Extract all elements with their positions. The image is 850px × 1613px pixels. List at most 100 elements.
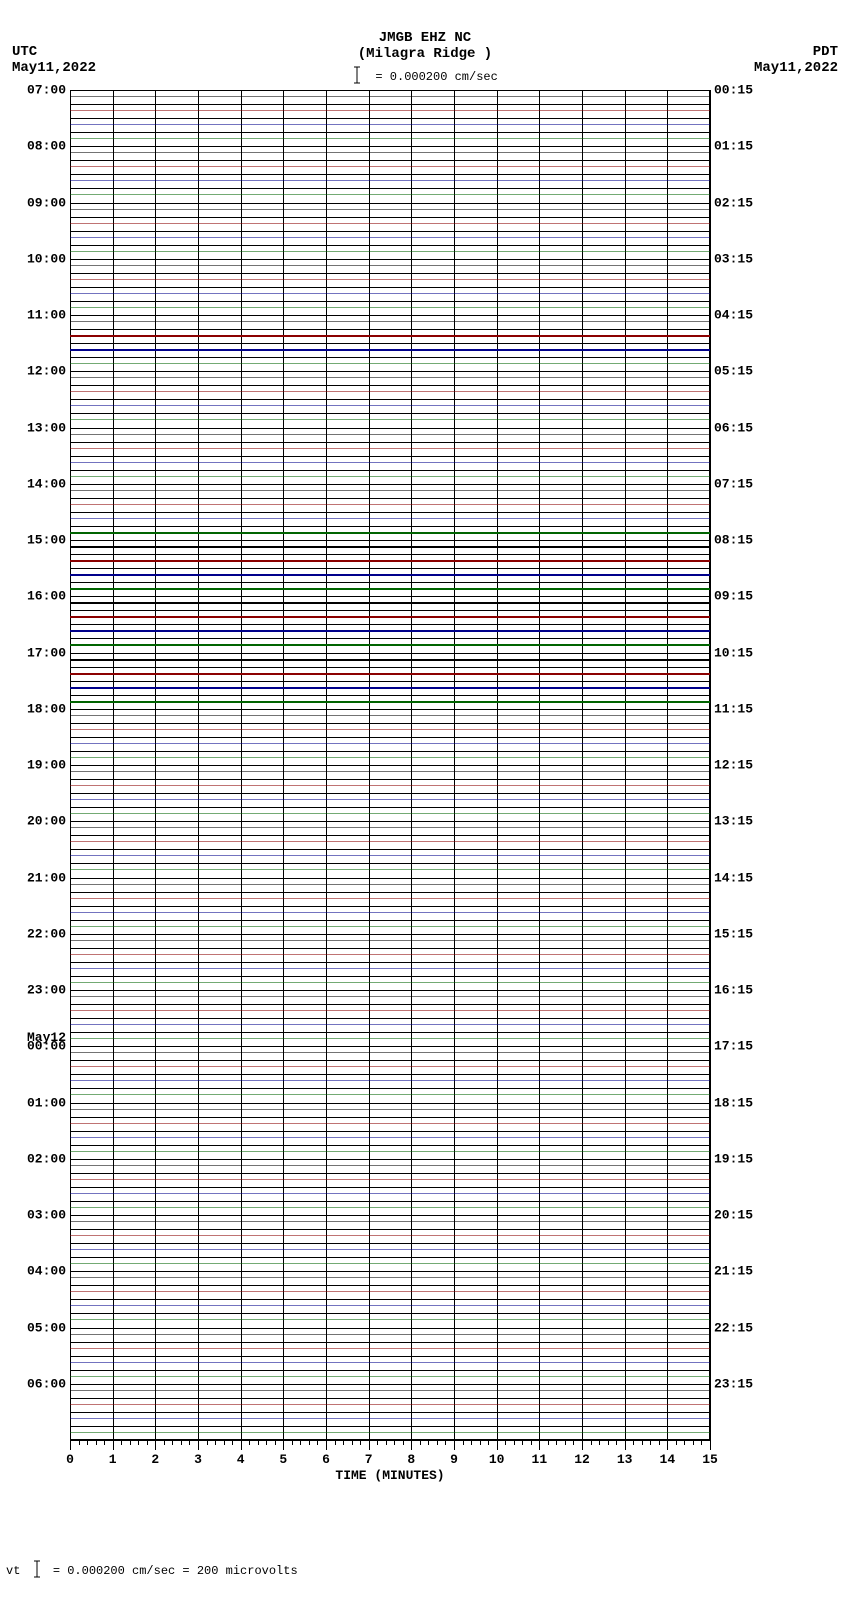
gridline-h	[70, 1229, 710, 1230]
gridline-h	[70, 568, 710, 569]
gridline-h	[70, 203, 710, 204]
utc-time-label: 12:00	[6, 364, 66, 379]
gridline-h	[70, 160, 710, 161]
utc-time-label: 00:00	[6, 1039, 66, 1054]
tick-minor	[258, 1440, 259, 1445]
gridline-h	[70, 1201, 710, 1202]
tick-minor	[352, 1440, 353, 1445]
seismic-trace	[70, 898, 710, 899]
gridline-h	[70, 695, 710, 696]
tick-minor	[428, 1440, 429, 1445]
gridline-h	[70, 582, 710, 583]
pdt-time-label: 21:15	[714, 1264, 774, 1279]
utc-time-label: 18:00	[6, 701, 66, 716]
tick-major	[241, 1440, 242, 1450]
gridline-h	[70, 638, 710, 639]
tick-major	[497, 1440, 498, 1450]
seismic-trace	[70, 251, 710, 252]
seismic-trace	[70, 1235, 710, 1236]
gridline-h	[70, 1173, 710, 1174]
gridline-h	[70, 1243, 710, 1244]
seismic-trace	[70, 1123, 710, 1124]
pdt-time-label: 00:15	[714, 83, 774, 98]
tick-minor	[292, 1440, 293, 1445]
x-tick-label: 3	[194, 1452, 202, 1467]
tick-minor	[335, 1440, 336, 1445]
seismic-trace	[70, 1390, 710, 1391]
gridline-h	[70, 118, 710, 119]
gridline-h	[70, 413, 710, 414]
tick-minor	[207, 1440, 208, 1445]
seismic-trace	[70, 1334, 710, 1335]
utc-time-label: 06:00	[6, 1376, 66, 1391]
tick-minor	[130, 1440, 131, 1445]
gridline-h	[70, 934, 710, 935]
gridline-h	[70, 301, 710, 302]
pdt-time-label: 12:15	[714, 758, 774, 773]
utc-time-label: 19:00	[6, 758, 66, 773]
seismic-trace	[70, 448, 710, 449]
seismic-trace	[70, 110, 710, 111]
seismic-trace	[70, 124, 710, 125]
seismic-trace	[70, 827, 710, 828]
tick-minor	[531, 1440, 532, 1445]
gridline-h	[70, 779, 710, 780]
utc-time-label: 20:00	[6, 814, 66, 829]
gridline-h	[70, 1271, 710, 1272]
gridline-h	[70, 259, 710, 260]
right-time-labels: 00:1501:1502:1503:1504:1505:1506:1507:15…	[710, 90, 810, 1440]
seismic-trace	[70, 799, 710, 800]
gridline-h	[70, 231, 710, 232]
tick-minor	[189, 1440, 190, 1445]
tick-minor	[616, 1440, 617, 1445]
utc-time-label: 08:00	[6, 139, 66, 154]
seismic-trace	[70, 307, 710, 308]
gridline-h	[70, 1356, 710, 1357]
tick-minor	[121, 1440, 122, 1445]
pdt-time-label: 23:15	[714, 1376, 774, 1391]
tick-minor	[386, 1440, 387, 1445]
x-tick-label: 13	[617, 1452, 633, 1467]
seismic-trace	[70, 166, 710, 167]
seismic-trace	[70, 1165, 710, 1166]
gridline-h	[70, 1159, 710, 1160]
x-tick-label: 2	[151, 1452, 159, 1467]
seismic-trace	[70, 405, 710, 406]
tick-minor	[437, 1440, 438, 1445]
seismic-trace	[70, 363, 710, 364]
tick-minor	[79, 1440, 80, 1445]
footer-prefix: vt	[6, 1564, 20, 1578]
seismic-trace	[70, 335, 710, 337]
tick-minor	[701, 1440, 702, 1445]
gridline-h	[70, 343, 710, 344]
seismic-trace	[70, 588, 710, 590]
seismic-trace	[70, 1291, 710, 1292]
tick-minor	[548, 1440, 549, 1445]
seismic-trace	[70, 560, 710, 562]
utc-time-label: 10:00	[6, 251, 66, 266]
gridline-h	[70, 1426, 710, 1427]
seismic-trace	[70, 1207, 710, 1208]
gridline-h	[70, 653, 710, 654]
tick-minor	[693, 1440, 694, 1445]
seismic-trace	[70, 673, 710, 675]
tick-minor	[377, 1440, 378, 1445]
pdt-time-label: 05:15	[714, 364, 774, 379]
pdt-time-label: 14:15	[714, 870, 774, 885]
seismic-trace	[70, 546, 710, 548]
gridline-h	[70, 90, 710, 91]
seismic-trace	[70, 602, 710, 604]
seismic-trace	[70, 293, 710, 294]
gridline-h	[70, 1131, 710, 1132]
x-tick-label: 14	[660, 1452, 676, 1467]
tick-minor	[505, 1440, 506, 1445]
tick-minor	[215, 1440, 216, 1445]
gridline-h	[70, 526, 710, 527]
gridline-h	[70, 1384, 710, 1385]
gridline-h	[70, 681, 710, 682]
gridline-h	[70, 456, 710, 457]
tick-minor	[514, 1440, 515, 1445]
gridline-h	[70, 1004, 710, 1005]
tick-minor	[556, 1440, 557, 1445]
tick-minor	[394, 1440, 395, 1445]
